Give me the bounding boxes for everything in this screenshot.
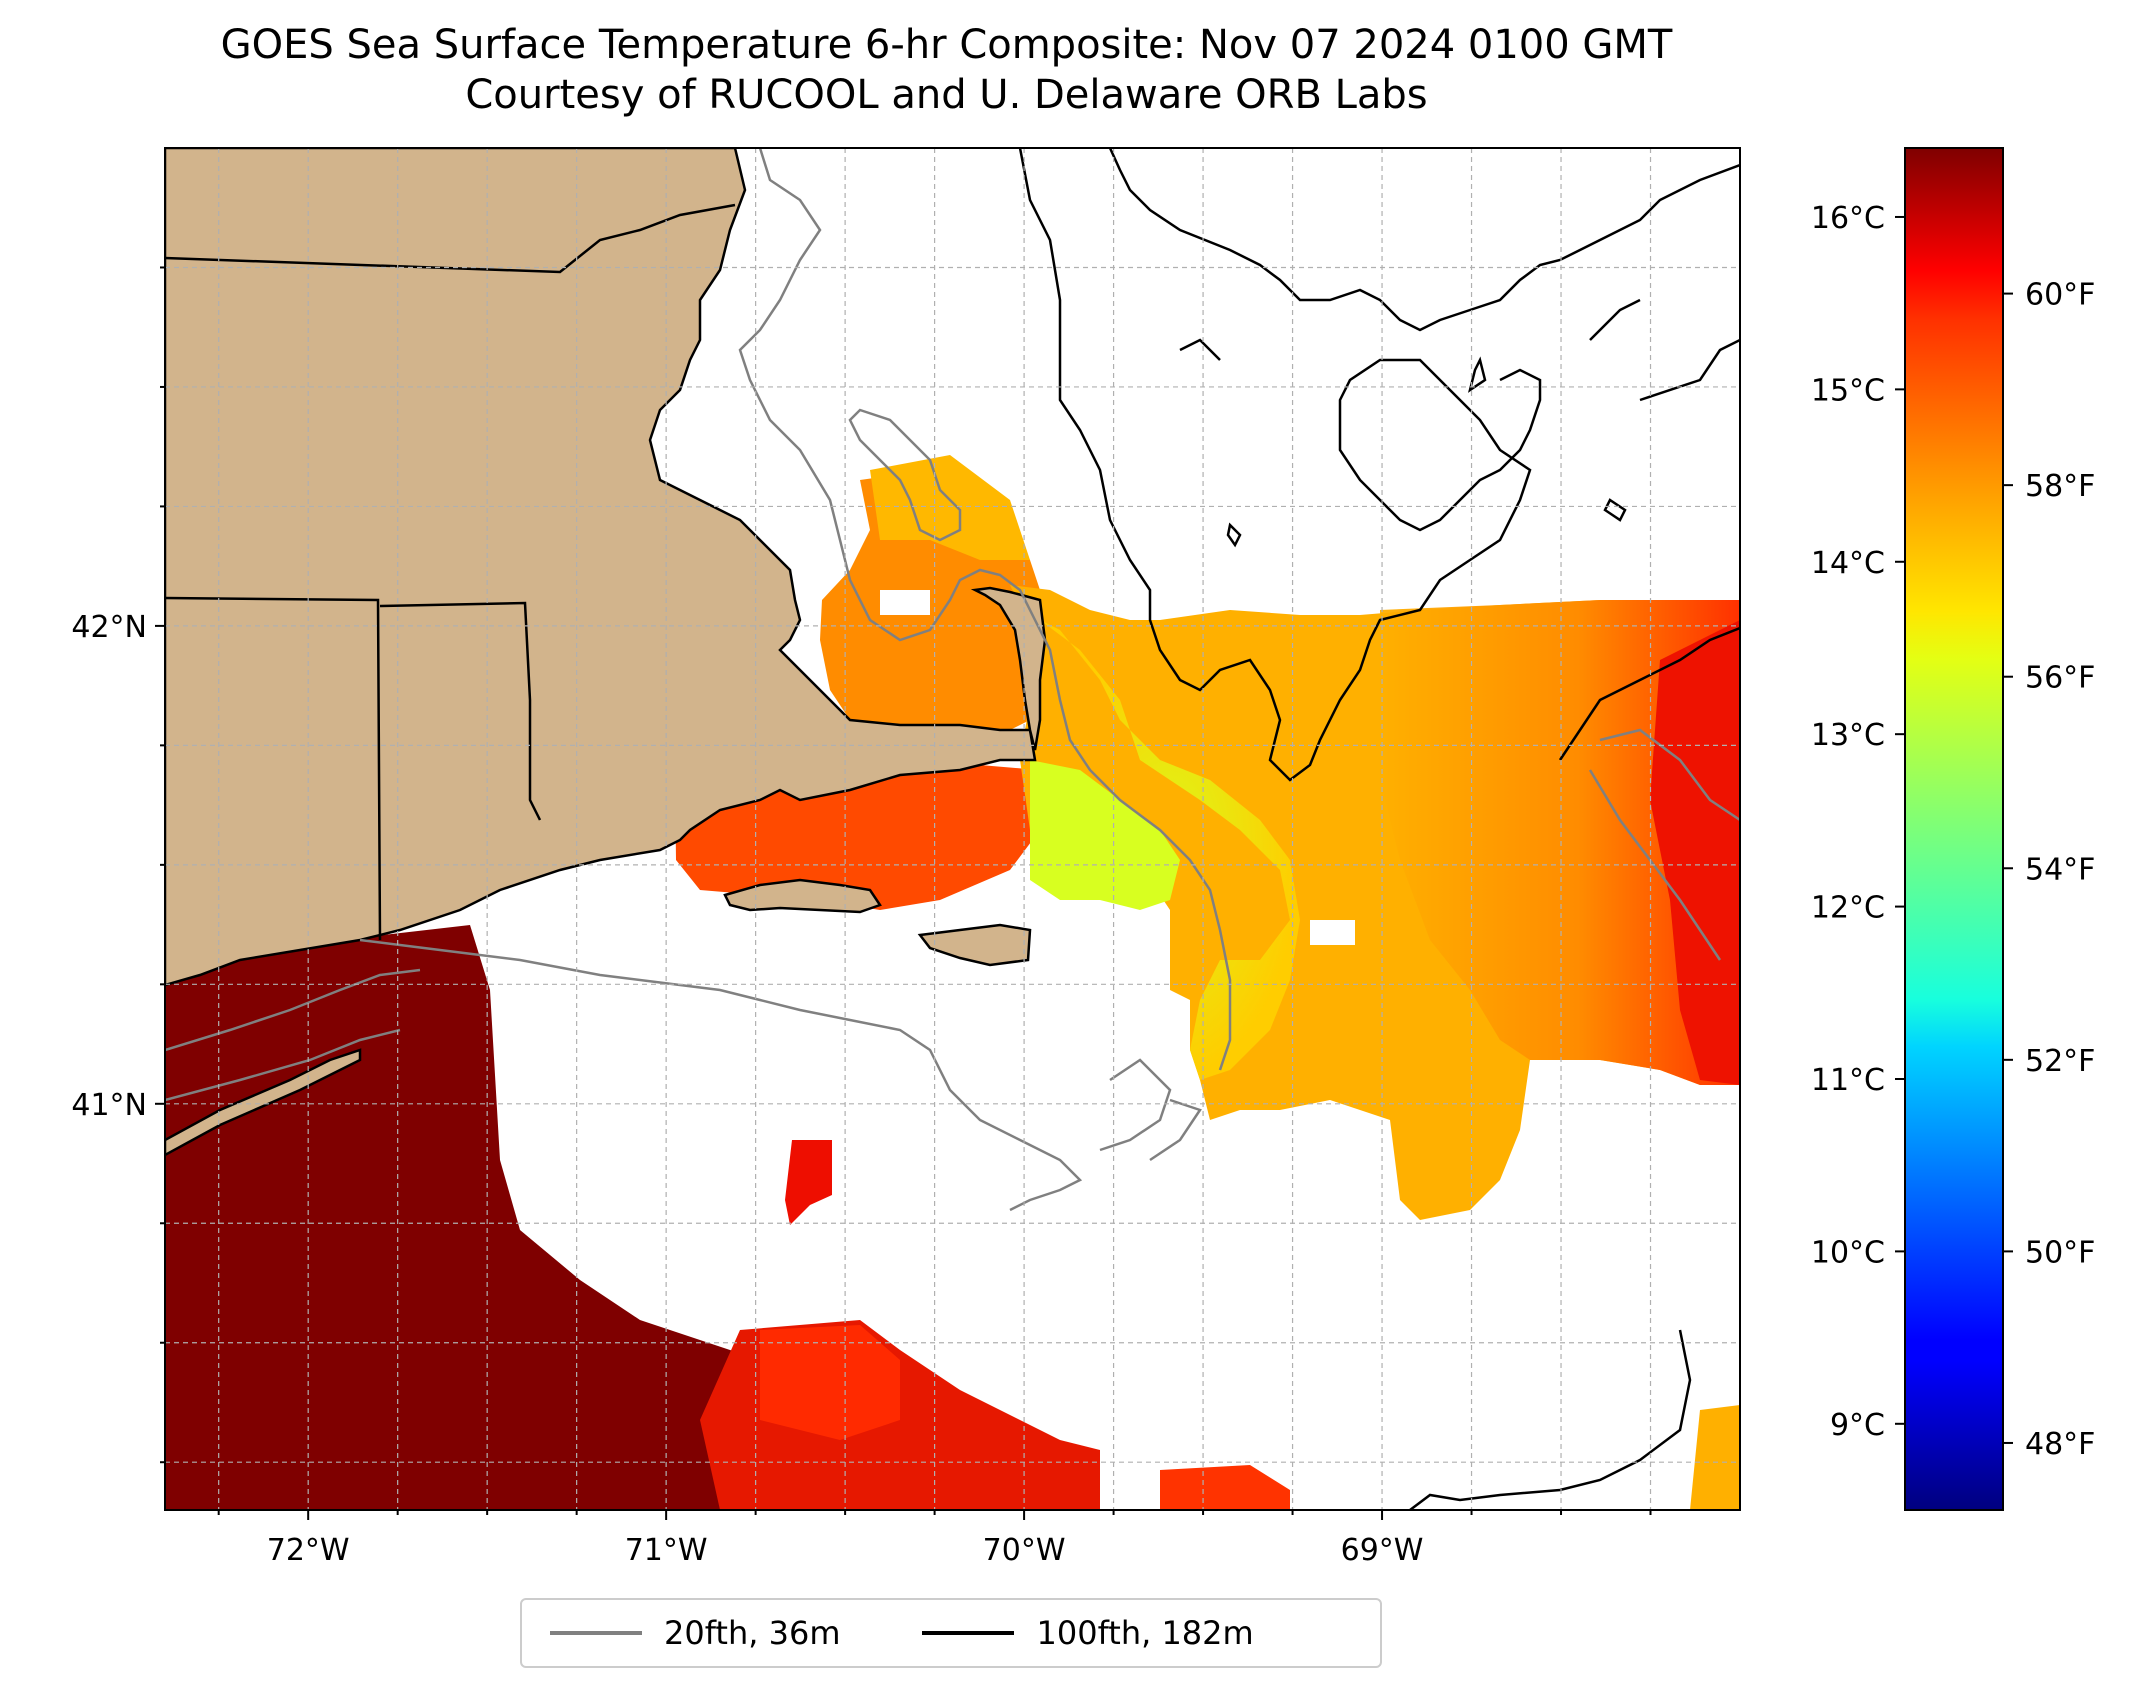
fahrenheit-tick-label: 50°F	[2025, 1235, 2095, 1270]
lon-tick-label: 69°W	[1341, 1533, 1424, 1568]
chart-title: GOES Sea Surface Temperature 6-hr Compos…	[0, 20, 1893, 120]
state-borders	[165, 203, 736, 941]
sst-warm-slope-water	[165, 925, 1000, 1510]
title-line-2: Courtesy of RUCOOL and U. Delaware ORB L…	[465, 72, 1428, 118]
map-area	[165, 148, 1740, 1510]
isobath-100fth	[1018, 148, 1740, 1510]
legend-item-20fth: 20fth, 36m	[550, 1614, 840, 1652]
long-island-tip	[165, 1048, 362, 1157]
colorbar-axes: 9°C 10°C 11°C 12°C 13°C 14°C 15°C 16°C 48°F 50°F 5…	[1811, 201, 2096, 1462]
colorbar: 9°C 10°C 11°C 12°C 13°C 14°C 15°C 16°C 48°F 50°F 5…	[1811, 147, 2096, 1511]
fahrenheit-tick-label: 58°F	[2025, 469, 2095, 504]
legend: 20fth, 36m 100fth, 182m	[520, 1598, 1382, 1668]
lon-tick-label: 71°W	[625, 1533, 708, 1568]
fahrenheit-tick-label: 60°F	[2025, 278, 2095, 313]
new-england-mainland	[165, 148, 1037, 987]
lat-tick-label: 42°N	[71, 610, 147, 645]
sst-yellow-shelf	[1030, 760, 1180, 910]
sst-small-patch	[1160, 1465, 1290, 1510]
cape-cod	[970, 586, 1047, 751]
title-line-1: GOES Sea Surface Temperature 6-hr Compos…	[220, 22, 1673, 68]
fahrenheit-tick-label: 54°F	[2025, 852, 2095, 887]
celsius-tick-label: 16°C	[1811, 201, 1885, 236]
legend-label-100fth: 100fth, 182m	[1036, 1614, 1254, 1652]
celsius-tick-label: 9°C	[1830, 1408, 1885, 1443]
map-frame	[164, 147, 1741, 1511]
sst-warm-patch-south-core	[760, 1325, 900, 1440]
lon-tick-label: 70°W	[983, 1533, 1066, 1568]
celsius-tick-label: 10°C	[1811, 1235, 1885, 1270]
legend-line-100fth	[922, 1631, 1015, 1635]
fahrenheit-tick-label: 56°F	[2025, 661, 2095, 696]
sst-yellow-core	[1040, 620, 1300, 1080]
isobath-20fth	[165, 148, 1740, 1212]
sst-far-east-red	[1650, 620, 1740, 1085]
fahrenheit-tick-label: 52°F	[2025, 1044, 2095, 1079]
no-data-cloud	[1310, 920, 1355, 945]
celsius-tick-label: 11°C	[1811, 1063, 1885, 1098]
celsius-tick-label: 15°C	[1811, 373, 1885, 408]
sst-field	[165, 455, 1740, 1510]
graticule	[165, 148, 1740, 1510]
sst-corner-patch	[1690, 1405, 1740, 1510]
lon-tick-label: 72°W	[267, 1533, 350, 1568]
colorbar-gradient	[1904, 147, 2004, 1511]
celsius-tick-label: 13°C	[1811, 718, 1885, 753]
marthas-vineyard	[723, 878, 882, 914]
sst-cape-cod-bay-north	[870, 455, 1030, 560]
lat-tick-label: 41°N	[71, 1088, 147, 1123]
legend-line-20fth	[550, 1631, 642, 1635]
nantucket	[917, 923, 1032, 967]
legend-item-100fth: 100fth, 182m	[922, 1614, 1254, 1652]
celsius-tick-label: 12°C	[1811, 891, 1885, 926]
legend-label-20fth: 20fth, 36m	[664, 1614, 841, 1652]
celsius-tick-label: 14°C	[1811, 546, 1885, 581]
sst-red-patch-mid	[785, 1140, 832, 1225]
fahrenheit-tick-label: 48°F	[2025, 1427, 2095, 1462]
map-axes: 72°W 71°W 70°W 69°W 42°N 41°N	[71, 266, 1652, 1568]
land-masses	[165, 148, 1047, 1157]
no-data-cloud-2	[880, 590, 930, 615]
sst-east-gradient	[1380, 600, 1740, 1085]
